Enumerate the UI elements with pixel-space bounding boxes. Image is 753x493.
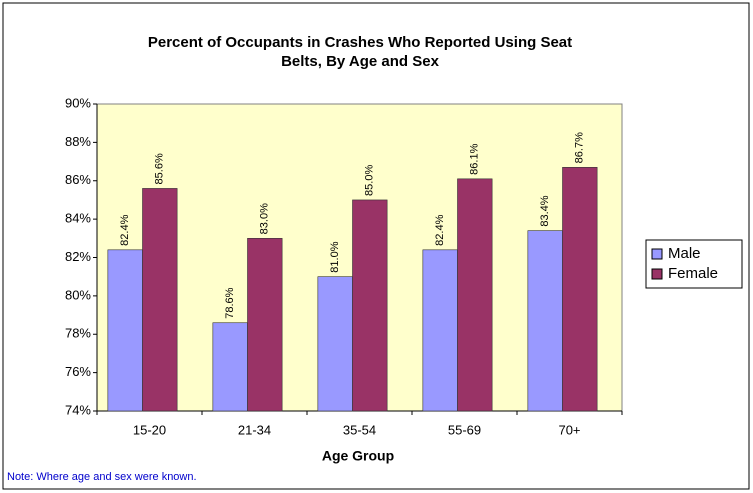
bar <box>527 230 563 412</box>
data-label: 83.4% <box>539 195 551 226</box>
x-tick-label: 70+ <box>558 422 580 437</box>
bar <box>142 188 178 412</box>
legend-label: Male <box>668 245 701 262</box>
legend <box>645 239 743 289</box>
data-label: 85.6% <box>154 153 166 184</box>
bar <box>422 249 458 412</box>
y-tick-label: 76% <box>65 364 91 379</box>
bar <box>562 167 598 412</box>
y-tick-label: 82% <box>65 249 91 264</box>
x-tick-label: 21-34 <box>238 422 271 437</box>
bar <box>247 238 283 412</box>
bar <box>212 322 248 412</box>
y-tick-label: 74% <box>65 402 91 417</box>
data-label: 82.4% <box>119 214 131 245</box>
y-tick-label: 90% <box>65 95 91 110</box>
data-label: 85.0% <box>364 165 376 196</box>
bar <box>457 178 493 412</box>
x-tick-label: 55-69 <box>448 422 481 437</box>
y-tick-label: 80% <box>65 287 91 302</box>
legend-swatch <box>651 268 663 280</box>
y-tick-label: 78% <box>65 326 91 341</box>
legend-swatch <box>651 248 663 260</box>
bar <box>317 276 353 412</box>
data-label: 82.4% <box>434 214 446 245</box>
x-tick-label: 15-20 <box>133 422 166 437</box>
data-label: 81.0% <box>329 241 341 272</box>
y-tick-label: 86% <box>65 172 91 187</box>
data-label: 83.0% <box>259 203 271 234</box>
y-tick-label: 84% <box>65 211 91 226</box>
data-label: 86.1% <box>469 143 481 174</box>
bar <box>352 199 388 412</box>
data-label: 78.6% <box>224 287 236 318</box>
note: Note: Where age and sex were known. <box>7 471 197 483</box>
legend-label: Female <box>668 265 718 282</box>
x-axis-title: Age Group <box>322 448 394 464</box>
chart-title: Belts, By Age and Sex <box>281 53 439 70</box>
bar <box>107 249 143 412</box>
chart-title: Percent of Occupants in Crashes Who Repo… <box>148 34 572 51</box>
y-tick-label: 88% <box>65 134 91 149</box>
x-tick-label: 35-54 <box>343 422 376 437</box>
data-label: 86.7% <box>574 132 586 163</box>
